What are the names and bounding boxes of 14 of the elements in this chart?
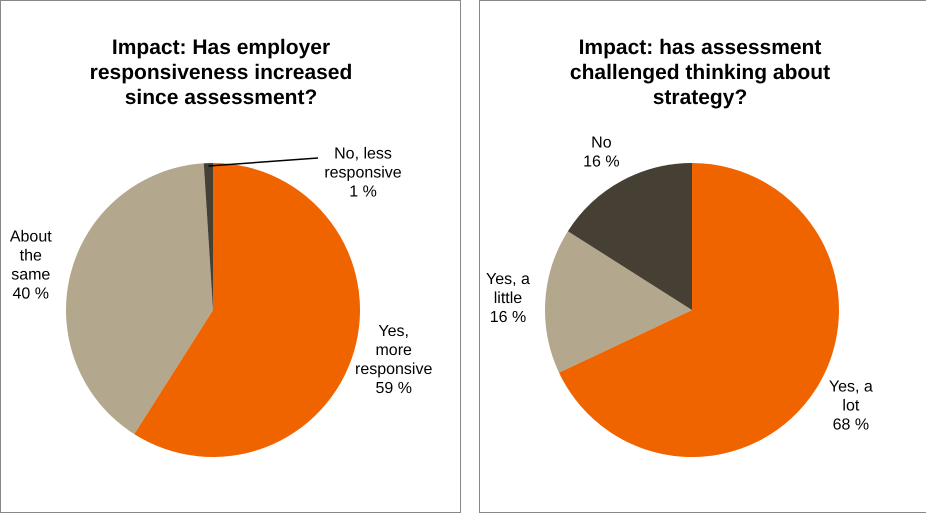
data-label: 68 % [832,416,870,434]
data-label: 59 % [375,380,412,397]
data-label: 16 % [583,154,620,171]
data-label: 16 % [490,309,526,326]
chart-title: Impact: has assessment challenged thinking about strategy? [568,35,832,110]
slice-label: Yes, more responsive [355,322,432,378]
slice-label: No [591,134,612,152]
slice-label: No, less responsive [324,145,402,182]
slice-label: About the same [10,228,52,284]
data-label: 40 % [12,285,49,302]
chart-title: Impact: Has employer responsiveness increased since assessment? [88,35,354,110]
slice-label: Yes, a lot [828,378,873,414]
data-label: 1 % [349,183,377,200]
slice-label: Yes, a little [486,271,530,308]
